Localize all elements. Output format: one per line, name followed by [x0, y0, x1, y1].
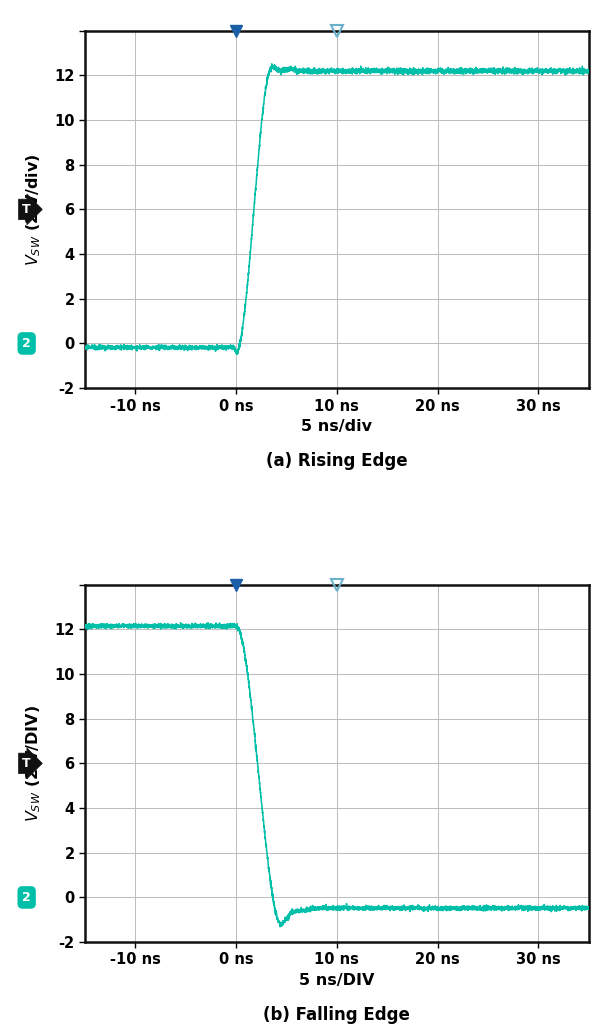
X-axis label: 5 ns/DIV: 5 ns/DIV: [299, 973, 375, 988]
Text: (a) Rising Edge: (a) Rising Edge: [266, 453, 408, 470]
Text: T: T: [22, 203, 31, 216]
Text: (b) Falling Edge: (b) Falling Edge: [263, 1007, 410, 1024]
Text: 2: 2: [22, 891, 31, 904]
X-axis label: 5 ns/div: 5 ns/div: [302, 419, 372, 434]
Y-axis label: $V_{SW}$ (2 V/DIV): $V_{SW}$ (2 V/DIV): [24, 705, 43, 822]
Text: T: T: [22, 757, 31, 770]
Y-axis label: $V_{SW}$ (2 V/div): $V_{SW}$ (2 V/div): [24, 154, 43, 266]
Text: 2: 2: [22, 337, 31, 350]
